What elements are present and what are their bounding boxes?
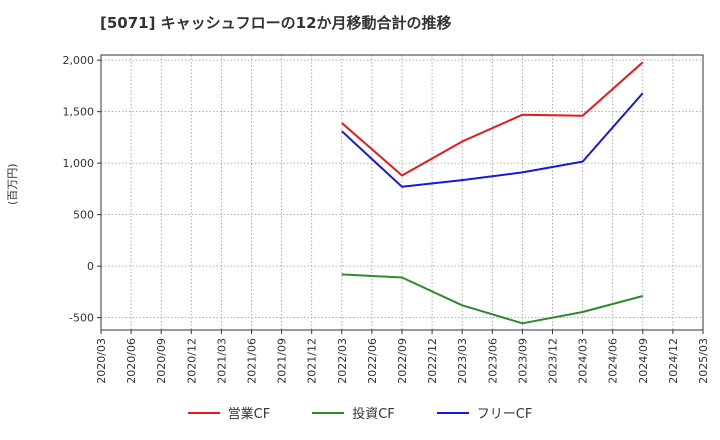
y-tick-label: 0 bbox=[87, 260, 94, 273]
x-tick-label: 2023/03 bbox=[456, 338, 469, 384]
legend-swatch bbox=[436, 411, 469, 414]
x-tick-label: 2020/03 bbox=[95, 338, 108, 384]
series-line bbox=[341, 273, 644, 325]
legend: 営業CF 投資CF フリーCF bbox=[0, 403, 720, 422]
legend-item: 営業CF bbox=[187, 403, 271, 422]
x-tick-label: 2020/12 bbox=[185, 338, 198, 384]
series-line bbox=[341, 92, 644, 188]
y-tick-label: -500 bbox=[69, 312, 94, 325]
x-tick-label: 2022/03 bbox=[336, 338, 349, 384]
legend-swatch bbox=[312, 411, 345, 414]
x-tick-label: 2021/06 bbox=[246, 338, 259, 384]
x-tick-label: 2023/12 bbox=[547, 338, 560, 384]
x-tick-label: 2022/09 bbox=[396, 338, 409, 384]
x-tick-label: 2024/03 bbox=[577, 338, 590, 384]
x-tick-label: 2020/09 bbox=[155, 338, 168, 384]
y-tick-label: 1,500 bbox=[63, 106, 95, 119]
x-tick-label: 2024/06 bbox=[607, 338, 620, 384]
legend-swatch bbox=[187, 411, 220, 414]
x-tick-label: 2021/09 bbox=[276, 338, 289, 384]
legend-item: フリーCF bbox=[436, 403, 533, 422]
legend-label: 投資CF bbox=[352, 407, 395, 422]
y-tick-label: 1,000 bbox=[63, 157, 95, 170]
legend-item: 投資CF bbox=[312, 403, 395, 422]
y-tick-label: 2,000 bbox=[63, 54, 95, 67]
x-tick-label: 2023/06 bbox=[486, 338, 499, 384]
x-tick-label: 2024/09 bbox=[637, 338, 650, 384]
legend-label: フリーCF bbox=[476, 407, 533, 422]
x-tick-label: 2023/09 bbox=[516, 338, 529, 384]
series-line bbox=[341, 61, 644, 177]
y-tick-label: 500 bbox=[73, 209, 94, 222]
x-tick-label: 2021/03 bbox=[215, 338, 228, 384]
legend-label: 営業CF bbox=[227, 407, 271, 422]
x-tick-label: 2020/06 bbox=[125, 338, 138, 384]
x-tick-label: 2022/06 bbox=[366, 338, 379, 384]
chart-title: [5071] キャッシュフローの12か月移動合計の推移 bbox=[100, 14, 452, 32]
x-tick-label: 2021/12 bbox=[306, 338, 319, 384]
x-tick-label: 2025/03 bbox=[697, 338, 710, 384]
x-tick-label: 2022/12 bbox=[426, 338, 439, 384]
x-tick-label: 2024/12 bbox=[667, 338, 680, 384]
